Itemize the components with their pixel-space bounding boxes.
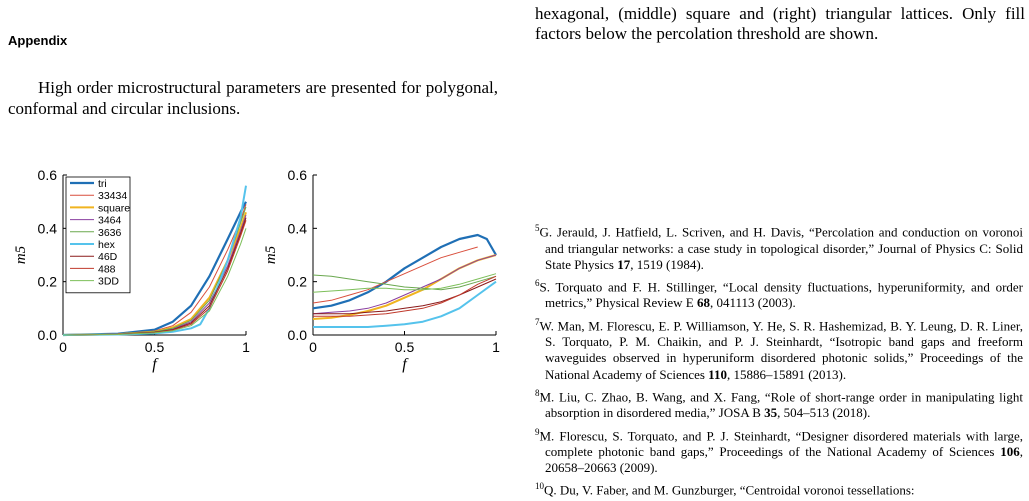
legend-label: hex (98, 239, 116, 251)
y-axis-label: m5 (263, 245, 279, 264)
legend-label: square (98, 202, 130, 214)
reference-text: S. Torquato and F. H. Stillinger, “Local… (539, 279, 1024, 311)
reference-number: 6 (535, 277, 540, 288)
y-tick-label: 0.4 (38, 220, 58, 236)
reference-text: M. Liu, C. Zhao, B. Wang, and X. Fang, “… (539, 389, 1024, 421)
reference-volume: 35 (764, 405, 778, 421)
reference-volume: 110 (708, 366, 727, 382)
chart-left: 0 0.5 1 0.0 0.2 0.4 0.6 f m5 tri33434square346436… (13, 167, 250, 373)
reference-tail: , 041113 (2003). (710, 295, 796, 311)
series-line (313, 278, 497, 315)
series-line (312, 274, 497, 291)
appendix-paragraph: High order microstructural parameters ar… (8, 77, 498, 119)
reference-number: 10 (535, 481, 544, 492)
legend-label: 3636 (98, 227, 122, 239)
legend-label: 3464 (98, 215, 122, 227)
reference-text: G. Jerauld, J. Hatfield, L. Scriven, and… (539, 224, 1024, 272)
y-tick-label: 0.0 (38, 327, 58, 343)
reference-item: 8M. Liu, C. Zhao, B. Wang, and X. Fang, … (535, 385, 1023, 422)
series-line (313, 280, 497, 328)
reference-tail: , 15886–15891 (2013). (726, 366, 847, 382)
y-tick-label: 0.6 (38, 167, 58, 183)
y-tick-label: 0.0 (288, 327, 308, 343)
reference-item: 10Q. Du, V. Faber, and M. Gunzburger, “C… (535, 478, 1023, 499)
reference-number: 8 (535, 387, 540, 398)
legend-box (65, 176, 131, 294)
reference-text: W. Man, M. Florescu, E. P. Williamson, Y… (539, 318, 1024, 382)
reference-number: 5 (535, 223, 540, 233)
y-axis-label: m5 (13, 245, 29, 264)
reference-tail: , 504–513 (2018). (777, 405, 871, 421)
right-column: hexagonal, (middle) square and (right) t… (535, 0, 1029, 498)
y-tick-label: 0.2 (288, 274, 308, 290)
reference-item: 7W. Man, M. Florescu, E. P. Williamson, … (535, 314, 1023, 383)
reference-item: 9M. Florescu, S. Torquato, and P. J. Ste… (535, 424, 1023, 477)
appendix-heading: Appendix (8, 33, 68, 48)
y-tick-label: 0.2 (38, 274, 58, 290)
x-tick-label: 0.5 (395, 339, 415, 355)
reference-item: 5G. Jerauld, J. Hatfield, L. Scriven, an… (535, 220, 1023, 273)
series-line (62, 228, 247, 336)
y-tick-label: 0.4 (288, 220, 308, 236)
reference-volume: 68 (697, 295, 710, 311)
x-tick-label: 1 (492, 339, 500, 355)
x-tick-label: 0 (309, 339, 317, 355)
series-line (312, 246, 478, 304)
x-axis-label: f (402, 356, 409, 373)
x-tick-label: 0.5 (145, 339, 165, 355)
legend-label: 3DD (98, 276, 119, 288)
reference-text: Q. Du, V. Faber, and M. Gunzburger, “Cen… (544, 482, 915, 498)
x-tick-label: 1 (242, 339, 250, 355)
series-line (312, 254, 497, 315)
reference-list: 5G. Jerauld, J. Hatfield, L. Scriven, an… (535, 220, 1023, 501)
series-line (313, 275, 497, 317)
series-line (62, 201, 247, 337)
x-axis-label: f (152, 356, 159, 373)
reference-volume: 106 (1000, 444, 1020, 460)
y-tick-label: 0.6 (288, 167, 308, 183)
figure-caption-tail: hexagonal, (middle) square and (right) t… (535, 4, 1025, 43)
legend-label: 46D (98, 251, 118, 263)
reference-number: 7 (535, 316, 540, 327)
reference-item: 6S. Torquato and F. H. Stillinger, “Loca… (535, 275, 1023, 312)
legend-label: 33434 (98, 190, 127, 202)
chart-right: 0 0.5 1 0.0 0.2 0.4 0.6 f m5 (263, 167, 500, 373)
reference-tail: , 1519 (1984). (630, 256, 704, 272)
x-tick-label: 0 (59, 339, 67, 355)
series-line (312, 233, 497, 310)
legend-label: tri (98, 178, 107, 190)
left-column: Appendix High order microstructural para… (8, 0, 508, 428)
legend-label: 488 (98, 263, 116, 275)
appendix-paragraph-text: High order microstructural parameters ar… (8, 78, 498, 118)
series-line (312, 273, 497, 293)
reference-volume: 17 (617, 256, 631, 272)
reference-text: M. Florescu, S. Torquato, and P. J. Stei… (539, 427, 1024, 460)
